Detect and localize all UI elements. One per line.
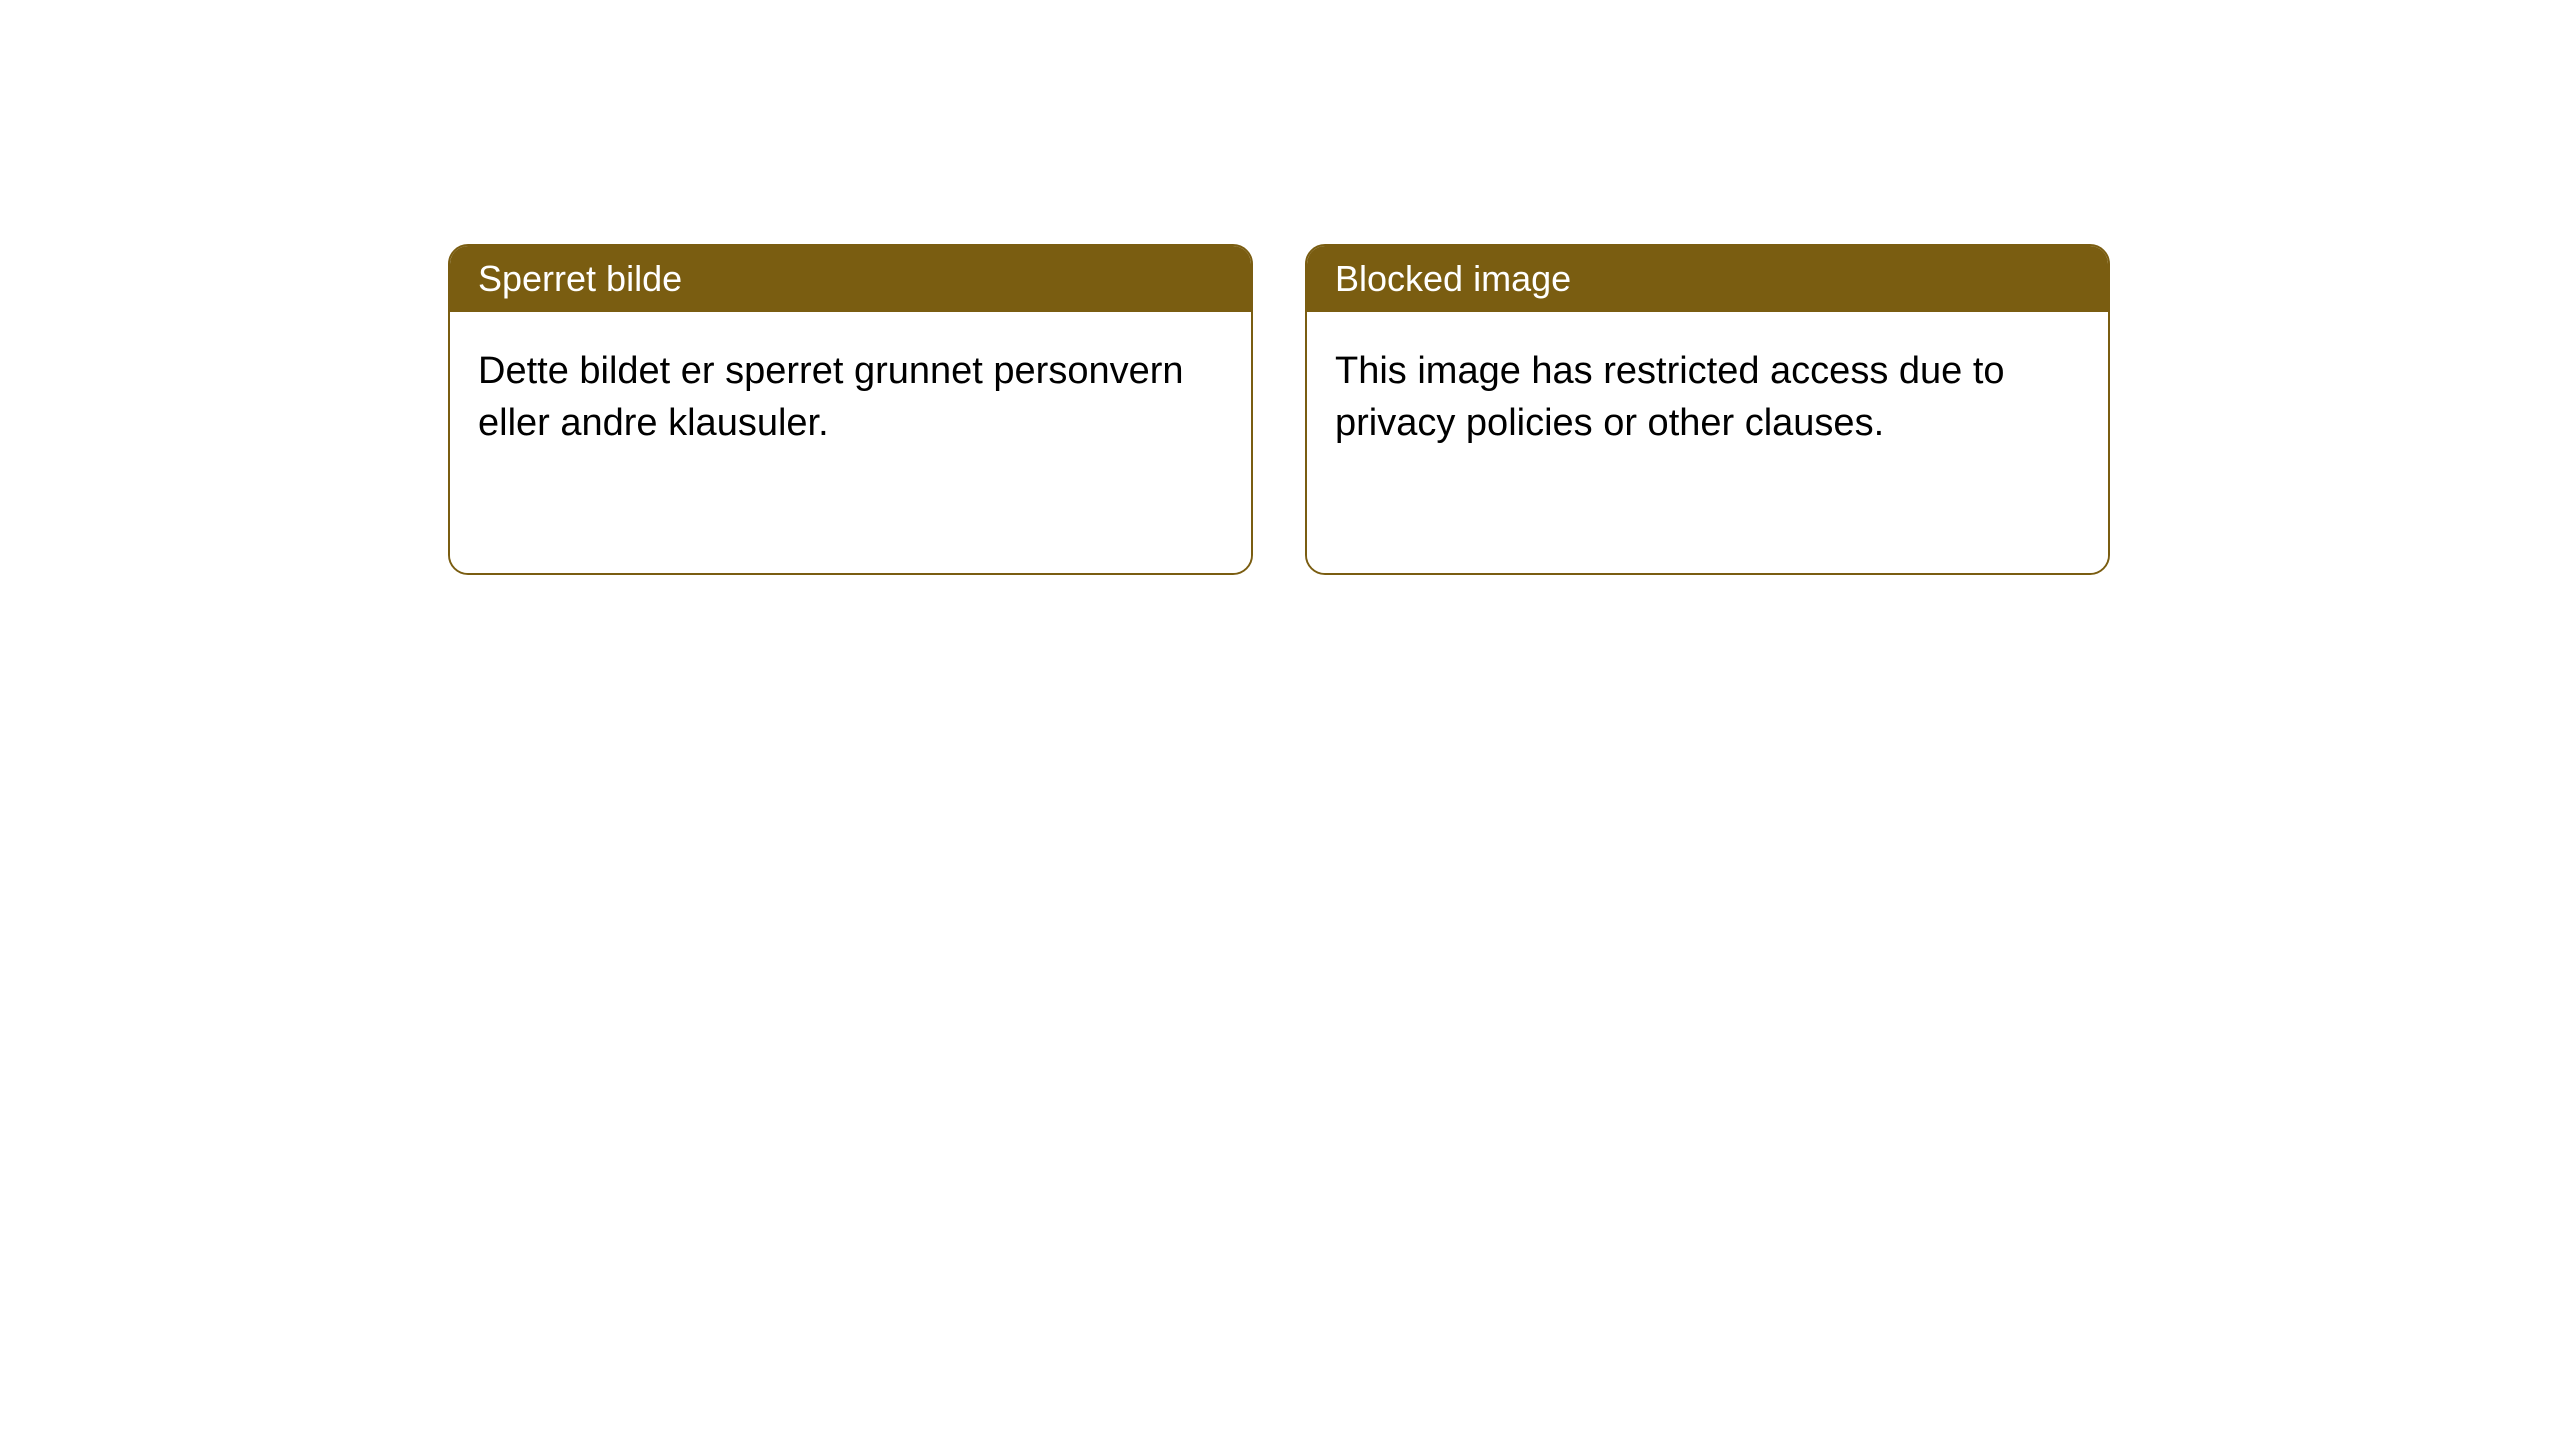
notice-body: This image has restricted access due to …: [1307, 312, 2108, 573]
notice-container: Sperret bilde Dette bildet er sperret gr…: [0, 0, 2560, 575]
notice-card-norwegian: Sperret bilde Dette bildet er sperret gr…: [448, 244, 1253, 575]
notice-header: Blocked image: [1307, 246, 2108, 312]
notice-body: Dette bildet er sperret grunnet personve…: [450, 312, 1251, 573]
notice-card-english: Blocked image This image has restricted …: [1305, 244, 2110, 575]
notice-header: Sperret bilde: [450, 246, 1251, 312]
